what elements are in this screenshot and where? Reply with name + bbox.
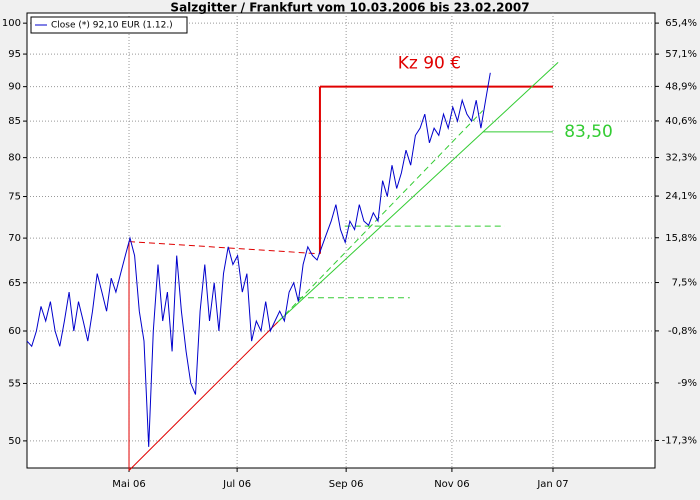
- x-tick-label: Sep 06: [329, 479, 364, 490]
- y2-tick-label: 40,6%: [665, 116, 697, 127]
- annotation: 83,50: [564, 122, 613, 142]
- y2-tick-label: 48,9%: [665, 81, 697, 92]
- y-tick-label: 55: [8, 378, 21, 389]
- x-tick-label: Mai 06: [112, 479, 145, 490]
- y2-tick-label: 65,4%: [665, 18, 697, 29]
- plot-area: [26, 12, 656, 469]
- y-tick-label: 75: [8, 192, 21, 203]
- legend-label: Close (*) 92,10 EUR (1.12.): [51, 21, 173, 31]
- y-tick-label: 100: [2, 18, 21, 29]
- trend-line: [277, 110, 484, 323]
- trend-line: [128, 241, 320, 255]
- chart-title: Salzgitter / Frankfurt vom 10.03.2006 bi…: [170, 1, 529, 15]
- y2-tick-label: 24,1%: [665, 191, 697, 202]
- y-tick-label: 70: [8, 233, 21, 244]
- annotation: Kz 90 €: [398, 54, 461, 74]
- y2-tick-label: 7,5%: [672, 278, 697, 289]
- legend-box: [30, 16, 188, 34]
- y-tick-label: 60: [8, 326, 21, 337]
- x-tick-label: Nov 06: [434, 479, 469, 490]
- trend-line: [277, 62, 559, 323]
- y2-tick-label: -0,8%: [668, 326, 697, 337]
- y-tick-label: 80: [8, 153, 21, 164]
- y-tick-label: 50: [8, 436, 21, 447]
- y2-tick-label: 57,1%: [665, 49, 697, 60]
- x-tick-label: Jan 07: [536, 479, 568, 490]
- y-tick-label: 95: [8, 49, 21, 60]
- y-tick-label: 90: [8, 82, 21, 93]
- y2-tick-label: -9%: [678, 378, 697, 389]
- trend-line: [128, 321, 279, 471]
- price-line: [26, 72, 491, 447]
- y2-tick-label: 15,8%: [665, 233, 697, 244]
- y-tick-label: 65: [8, 278, 21, 289]
- y2-tick-label: -17,3%: [662, 435, 697, 446]
- y-tick-label: 85: [8, 116, 21, 127]
- y2-tick-label: 32,3%: [665, 153, 697, 164]
- x-tick-label: Jul 06: [222, 479, 251, 490]
